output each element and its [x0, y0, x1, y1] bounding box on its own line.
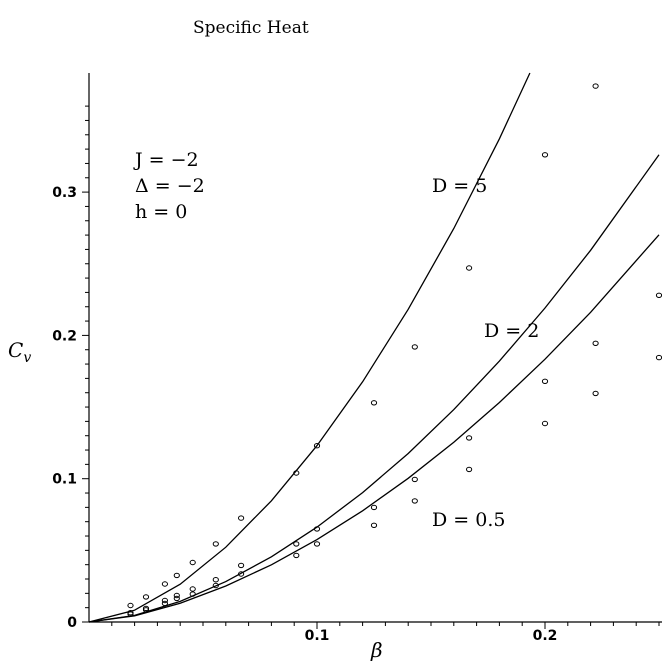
series-labels: D = 5 D = 2 D = 0.5 — [432, 175, 539, 531]
param-j: J = −2 — [133, 149, 199, 171]
y-tick-label: 0.1 — [52, 472, 77, 488]
data-point — [238, 571, 245, 577]
data-point — [411, 476, 418, 483]
data-point — [655, 354, 662, 361]
series-curve — [88, 72, 531, 623]
data-point — [189, 559, 196, 566]
y-tick-label: 0.2 — [52, 328, 77, 344]
data-point — [212, 541, 219, 547]
data-point — [161, 597, 168, 604]
data-point — [541, 378, 549, 384]
data-point — [592, 83, 599, 89]
data-point — [313, 541, 321, 547]
y-tick-label: 0 — [67, 615, 77, 631]
data-point — [592, 340, 599, 346]
curve-group — [88, 72, 660, 623]
data-point — [466, 265, 473, 271]
data-point — [238, 562, 245, 569]
data-point — [655, 292, 662, 298]
y-tick-label: 0.3 — [52, 185, 77, 201]
tick-label-group: 0 0.1 0.2 0.3 0.1 0.2 — [52, 185, 557, 644]
tick-group — [82, 105, 660, 629]
data-point — [370, 522, 378, 528]
data-point — [161, 581, 168, 587]
data-point — [370, 504, 378, 511]
data-point — [592, 390, 599, 397]
series-label-d2: D = 2 — [484, 320, 539, 342]
series-curve — [88, 154, 660, 623]
data-point — [293, 470, 300, 476]
data-point — [142, 607, 150, 613]
data-point — [411, 498, 418, 504]
data-point — [173, 572, 180, 579]
data-point — [173, 595, 180, 602]
x-tick-label: 0.2 — [533, 628, 558, 644]
data-point — [293, 552, 300, 559]
data-point — [411, 344, 418, 350]
y-axis-label: Cv — [8, 338, 31, 366]
x-axis-label: β — [370, 638, 383, 662]
series-curve — [88, 234, 660, 623]
data-point — [127, 602, 134, 609]
series-label-d5: D = 5 — [432, 175, 487, 197]
param-delta: Δ = −2 — [135, 175, 205, 197]
data-point — [466, 466, 473, 473]
data-point — [466, 435, 473, 441]
data-point — [238, 515, 245, 521]
data-point — [370, 400, 378, 406]
series-label-d05: D = 0.5 — [432, 509, 505, 531]
data-point — [313, 526, 321, 532]
data-point — [161, 600, 168, 607]
data-point — [541, 420, 549, 427]
x-tick-label: 0.1 — [305, 628, 330, 644]
data-point — [142, 594, 150, 600]
data-point — [173, 592, 180, 599]
data-point — [189, 591, 196, 597]
data-point — [293, 541, 300, 547]
data-point — [212, 582, 219, 589]
chart-title: Specific Heat — [193, 18, 309, 38]
data-point — [541, 152, 549, 158]
data-point — [313, 443, 321, 449]
data-point — [127, 611, 134, 617]
data-point — [212, 577, 219, 583]
data-point — [189, 586, 196, 592]
param-h: h = 0 — [135, 201, 187, 223]
parameters-block: J = −2 Δ = −2 h = 0 — [133, 149, 205, 223]
marker-group — [127, 83, 662, 617]
